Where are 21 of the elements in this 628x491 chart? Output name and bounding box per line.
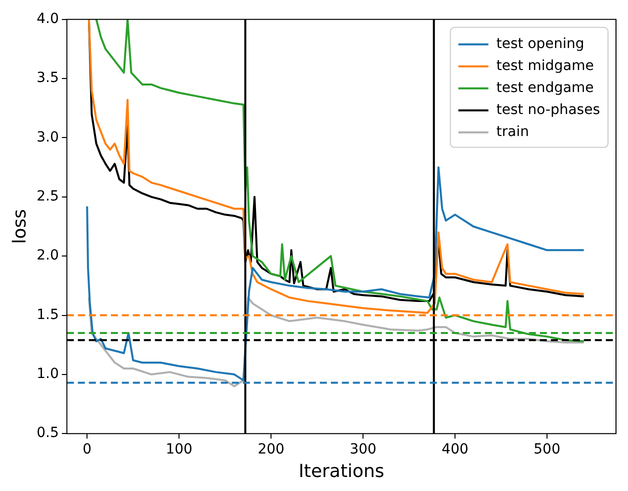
legend-label: test opening (496, 36, 584, 52)
legend-label: test endgame (496, 80, 594, 96)
y-tick-label: 3.0 (36, 129, 59, 146)
y-tick-label: 1.0 (36, 366, 59, 382)
x-tick-label: 500 (534, 442, 560, 458)
y-tick-label: 3.5 (36, 70, 59, 86)
x-axis-title: Iterations (298, 460, 384, 482)
x-tick-label: 200 (258, 442, 284, 458)
y-tick-label: 1.5 (36, 306, 59, 323)
y-axis-title: loss (9, 209, 30, 244)
legend-label: train (496, 124, 529, 140)
x-tick-label: 100 (166, 442, 192, 458)
y-tick-label: 4.0 (36, 11, 59, 28)
x-tick-label: 300 (350, 442, 376, 458)
x-tick-label: 400 (442, 442, 468, 458)
y-tick-label: 2.5 (36, 188, 59, 205)
legend-label: test midgame (496, 58, 594, 74)
y-tick-label: 0.5 (36, 425, 59, 442)
x-tick-label: 0 (82, 442, 92, 458)
y-tick-label: 2.0 (36, 248, 59, 264)
legend-label: test no-phases (496, 102, 600, 118)
